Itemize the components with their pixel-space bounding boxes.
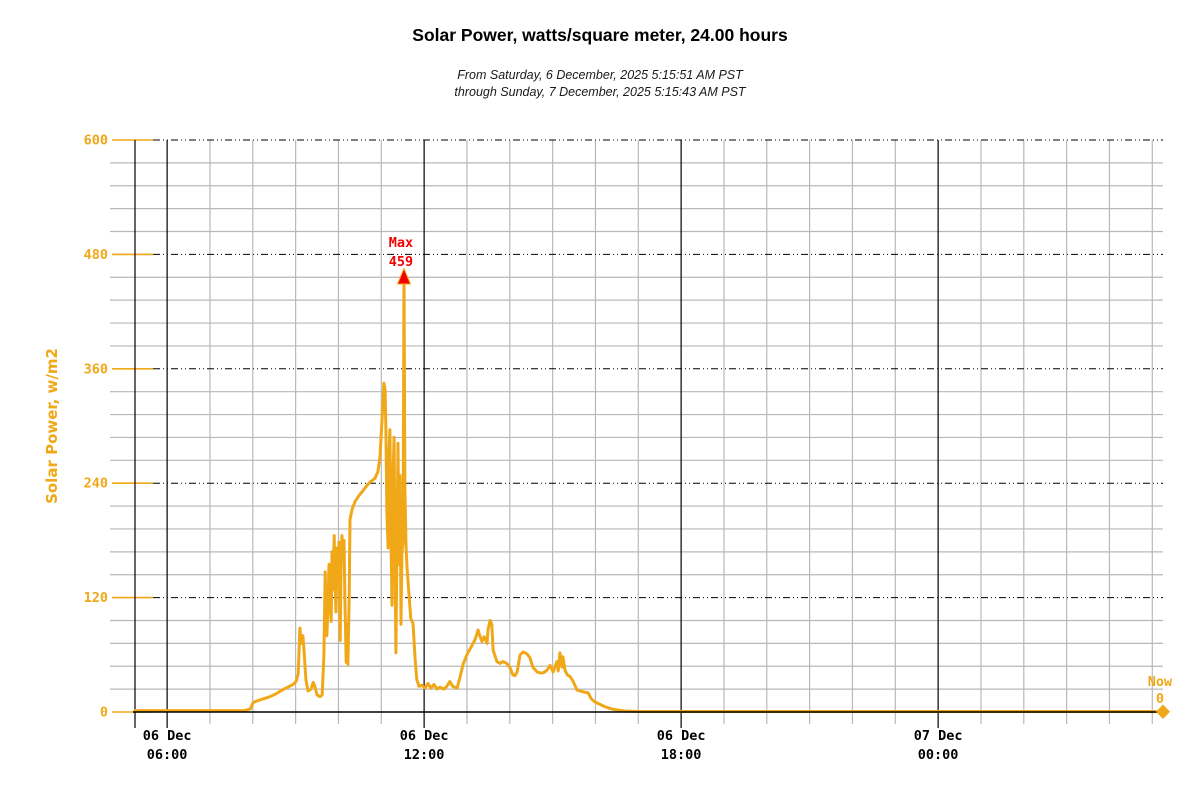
x-tick-label-time: 18:00 xyxy=(661,747,702,763)
x-tick-label-date: 06 Dec xyxy=(143,728,192,744)
x-tick-label-date: 06 Dec xyxy=(400,728,449,744)
chart-subtitle-line2: through Sunday, 7 December, 2025 5:15:43… xyxy=(454,85,746,99)
now-label: Now xyxy=(1148,674,1173,690)
y-tick-label: 480 xyxy=(84,247,108,263)
y-tick-label: 600 xyxy=(84,133,108,149)
x-tick-label-date: 07 Dec xyxy=(914,728,963,744)
chart-subtitle-line1: From Saturday, 6 December, 2025 5:15:51 … xyxy=(457,68,743,82)
x-tick-label-date: 06 Dec xyxy=(657,728,706,744)
y-tick-label: 0 xyxy=(100,705,108,721)
y-tick-label: 120 xyxy=(84,590,108,606)
max-value-label: 459 xyxy=(389,254,413,270)
x-tick-label-time: 00:00 xyxy=(918,747,959,763)
now-diamond-icon xyxy=(1156,704,1170,719)
chart-title: Solar Power, watts/square meter, 24.00 h… xyxy=(412,25,788,45)
x-tick-label-time: 06:00 xyxy=(147,747,188,763)
y-axis-title: Solar Power, w/m2 xyxy=(43,348,61,504)
x-tick-label-time: 12:00 xyxy=(404,747,445,763)
solar-power-line xyxy=(133,272,1165,714)
max-arrow-icon xyxy=(396,267,412,285)
max-label: Max xyxy=(389,235,413,251)
y-tick-label: 360 xyxy=(84,361,108,377)
y-tick-label: 240 xyxy=(84,476,108,492)
now-value-label: 0 xyxy=(1156,691,1164,707)
